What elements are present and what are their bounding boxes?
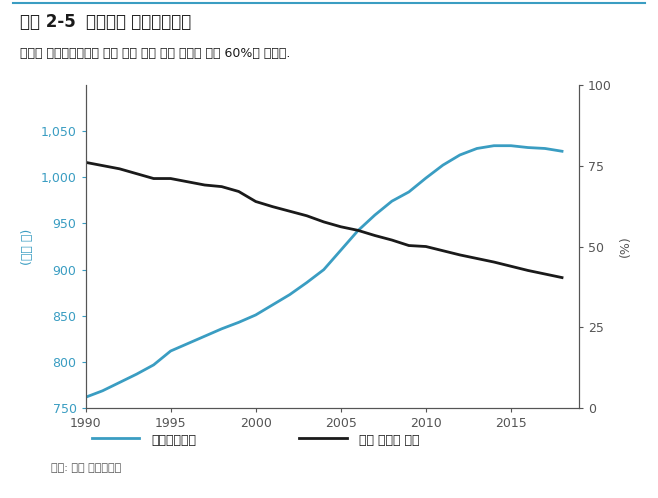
Y-axis label: (%): (%) (619, 236, 632, 257)
Text: 감소하는 생산가능인구: 감소하는 생산가능인구 (86, 13, 191, 31)
Text: 자료: 중국 국가통계국: 자료: 중국 국가통계국 (51, 463, 121, 473)
Text: 농촌 인구의 비율: 농촌 인구의 비율 (359, 434, 419, 447)
Text: 생산가능인구: 생산가능인구 (151, 434, 196, 447)
Text: 그림 2-5: 그림 2-5 (20, 13, 76, 31)
Text: 중국의 생산가능인구가 줄고 있고 도시 인구 비중이 이제 60%에 이른다.: 중국의 생산가능인구가 줄고 있고 도시 인구 비중이 이제 60%에 이른다. (20, 47, 290, 60)
Y-axis label: (백만 명): (백만 명) (20, 229, 34, 264)
